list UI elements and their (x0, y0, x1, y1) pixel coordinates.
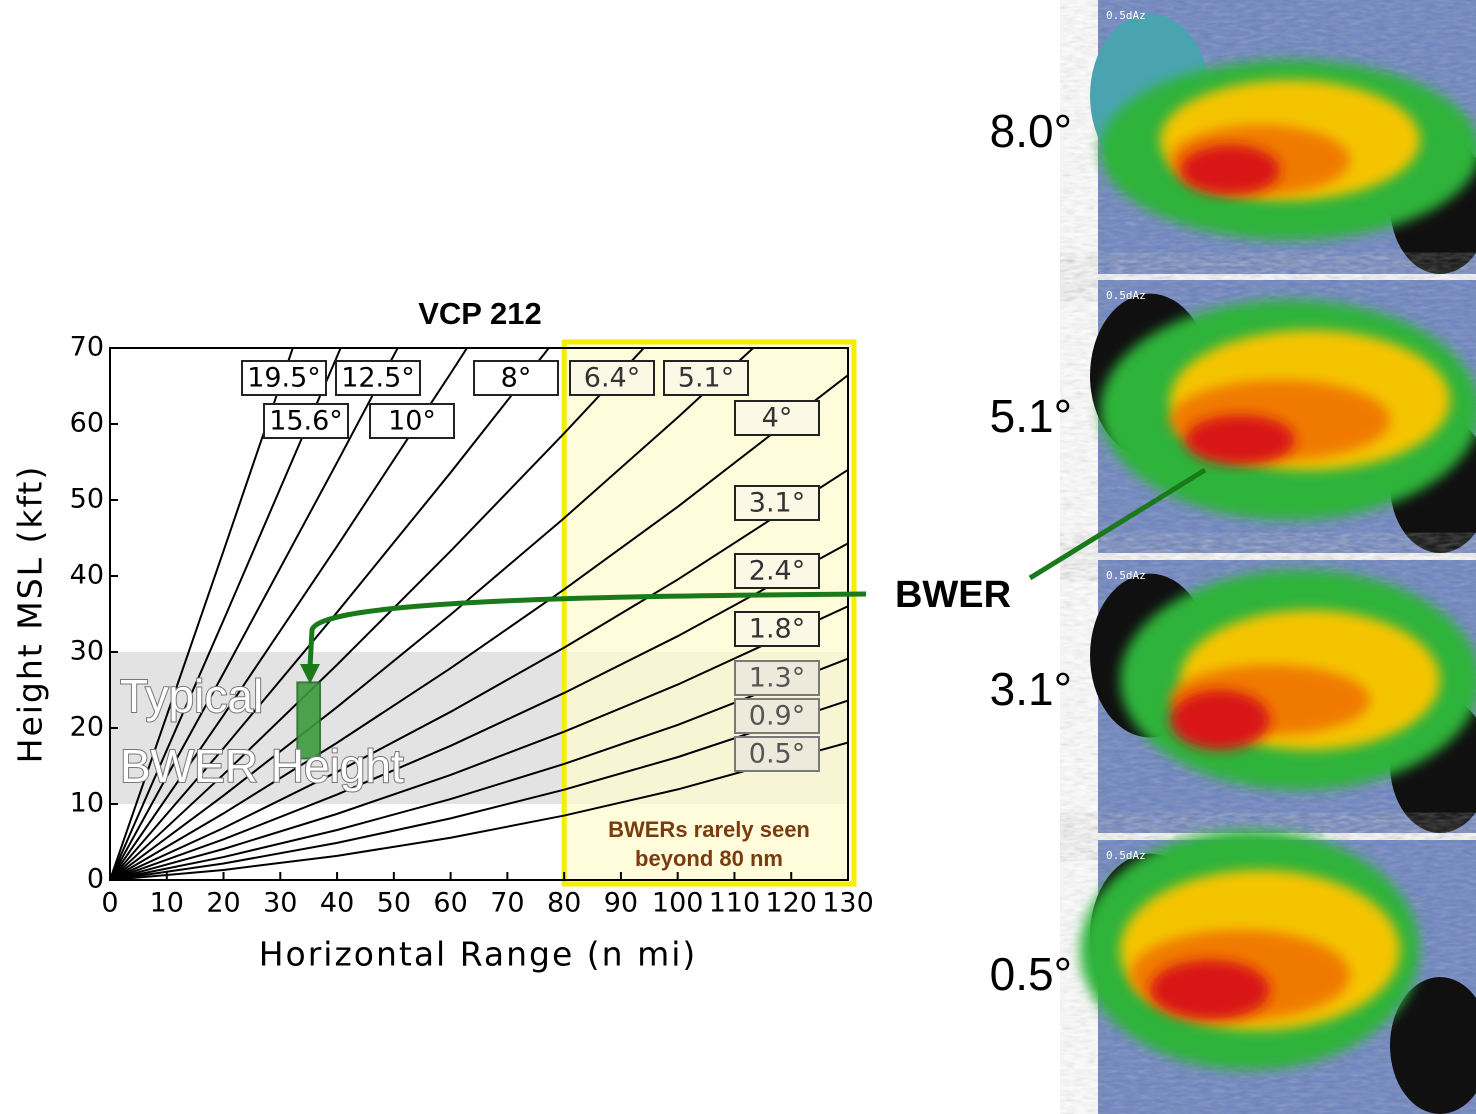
beam-line (110, 699, 848, 880)
angle-box (734, 485, 820, 521)
beam-line (110, 348, 551, 880)
x-tick-label: 80 (547, 888, 581, 919)
chart-title: VCP 212 (418, 296, 542, 331)
angle-box (369, 403, 455, 439)
beam-line (110, 348, 755, 880)
chart: 0 10 20 30 40 50 60 70 80 90 100 110 120 130 0 10 20 30 40… (70, 332, 874, 919)
radar-angle-label: 3.1° (990, 663, 1072, 715)
arrow (307, 591, 867, 669)
y-axis-label: Height MSL (kft) (11, 465, 50, 764)
pointer-line (1028, 467, 1207, 581)
angle-label: 5.1° (678, 363, 734, 394)
x-tick-label: 50 (377, 888, 411, 919)
angle-box (734, 400, 820, 436)
angle-box (734, 553, 820, 589)
bwer-box (296, 681, 322, 760)
radar-echo (1180, 145, 1280, 195)
x-tick-label: 40 (320, 888, 354, 919)
angle-box (263, 403, 349, 439)
typical-annotation: Typical (120, 670, 263, 722)
plot-frame (109, 347, 849, 881)
angle-box (663, 360, 749, 396)
angle-label: 10° (388, 406, 436, 437)
y-tick-label: 30 (70, 636, 104, 667)
beam-line (110, 348, 469, 880)
y-tick-label: 0 (87, 864, 104, 895)
x-tick-label: 30 (263, 888, 297, 919)
beam-line (110, 605, 848, 880)
radar-echo (1150, 960, 1270, 1020)
radar-caption: 0.5dAz (1106, 289, 1146, 302)
angle-box (473, 360, 559, 396)
angle-box (734, 736, 820, 772)
beam-line (110, 657, 848, 880)
beam-lines (110, 348, 848, 880)
arrow-head (300, 664, 320, 684)
y-tick-label: 40 (70, 560, 104, 591)
radar-panels: 0.5dAz 8.0° 0.5dAz 5.1° 0.5dAz 3.1° 0.5dAz 0.5° (990, 0, 1476, 1114)
x-tick-label: 20 (206, 888, 240, 919)
y-tick-label: 50 (70, 484, 104, 515)
bwer-label: BWER (895, 574, 1011, 616)
angle-label: 19.5° (247, 363, 321, 394)
angle-label: 0.9° (749, 701, 805, 732)
beam-line (110, 374, 848, 880)
typical-annotation: BWER Height (120, 740, 404, 792)
x-tick-label: 70 (490, 888, 524, 919)
x-tick-label: 100 (652, 888, 704, 919)
x-tick-label: 90 (604, 888, 638, 919)
radar-caption: 0.5dAz (1106, 569, 1146, 582)
x-tick-label: 110 (709, 888, 761, 919)
x-axis-label: Horizontal Range (n mi) (259, 935, 698, 974)
angle-label: 1.8° (749, 614, 805, 645)
y-tick-label: 70 (70, 332, 104, 363)
angle-label: 12.5° (341, 363, 415, 394)
angle-box (734, 698, 820, 734)
y-tick-label: 10 (70, 788, 104, 819)
y-tick-label: 60 (70, 408, 104, 439)
rarely-annotation: beyond 80 nm (635, 846, 783, 871)
radar-echo (1185, 415, 1295, 465)
x-tick-label: 0 (101, 888, 118, 919)
angle-box (734, 611, 820, 647)
beam-line (110, 741, 848, 880)
angle-label: 2.4° (749, 556, 805, 587)
radar-caption: 0.5dAz (1106, 849, 1146, 862)
y-tick-label: 20 (70, 712, 104, 743)
radar-echo (1390, 977, 1476, 1114)
radar-angle-label: 0.5° (990, 948, 1072, 1000)
angle-label: 1.3° (749, 663, 805, 694)
angle-label: 8° (501, 363, 532, 394)
radar-caption: 0.5dAz (1106, 9, 1146, 22)
angle-box (734, 660, 820, 696)
rarely-annotation: BWERs rarely seen (608, 817, 810, 842)
radar-angle-label: 8.0° (990, 105, 1072, 157)
beam-line (110, 542, 848, 880)
x-tick-label: 120 (765, 888, 817, 919)
radar-echo (1170, 690, 1270, 750)
angle-label: 4° (762, 403, 793, 434)
angle-box (241, 360, 327, 396)
angle-label: 3.1° (749, 488, 805, 519)
angle-label: 15.6° (269, 406, 343, 437)
angle-label: 6.4° (584, 363, 640, 394)
beam-line (110, 468, 848, 880)
x-tick-label: 130 (822, 888, 874, 919)
angle-box (569, 360, 655, 396)
radar-angle-label: 5.1° (990, 390, 1072, 442)
beam-line (110, 348, 342, 880)
x-tick-label: 60 (433, 888, 467, 919)
angle-label: 0.5° (749, 739, 805, 770)
x-tick-label: 10 (150, 888, 184, 919)
angle-box (335, 360, 421, 396)
